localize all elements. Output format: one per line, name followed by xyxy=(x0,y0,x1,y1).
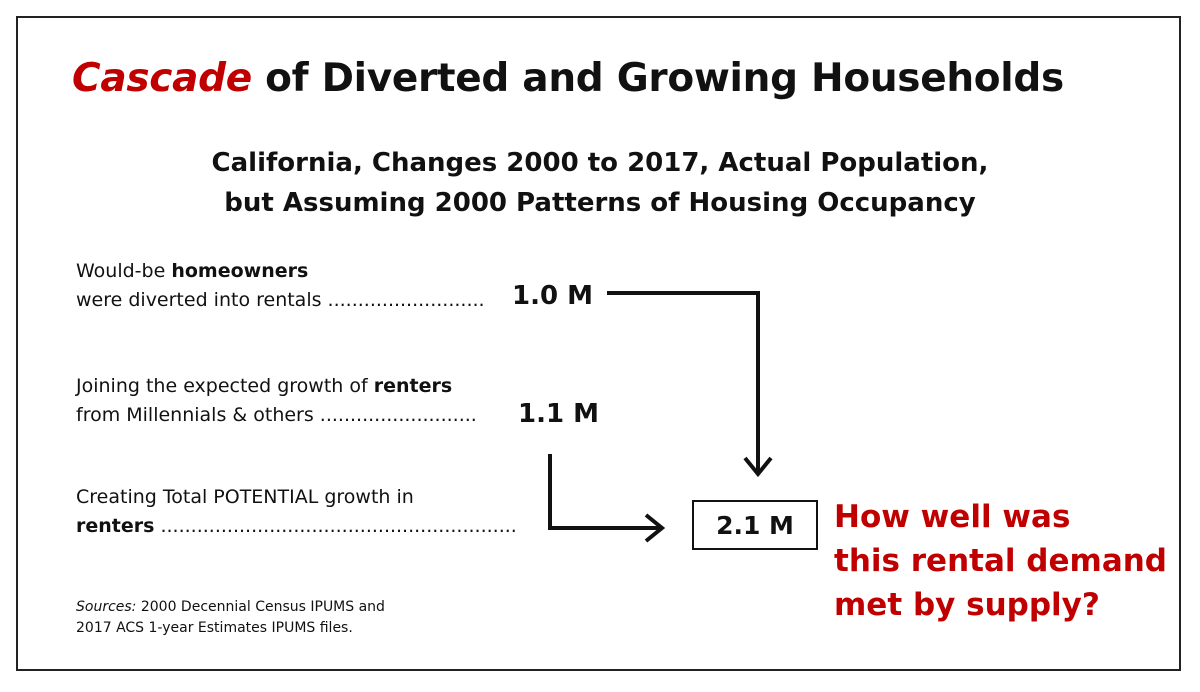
sources-note: Sources: 2000 Decennial Census IPUMS and… xyxy=(76,597,385,639)
value-total-potential: 2.1 M xyxy=(716,511,794,540)
question-line-1: How well was xyxy=(834,495,1164,539)
sources-line2: 2017 ACS 1-year Estimates IPUMS files. xyxy=(76,618,385,639)
arrow-from-homeowners xyxy=(607,293,758,472)
total-value-box: 2.1 M xyxy=(692,500,818,550)
question-line-3: met by supply? xyxy=(834,583,1164,627)
question-line-2: this rental demand xyxy=(834,539,1164,583)
sources-label: Sources: xyxy=(76,599,136,615)
arrow-from-renters xyxy=(550,454,660,528)
supply-question: How well was this rental demand met by s… xyxy=(834,495,1164,627)
sources-line1: 2000 Decennial Census IPUMS and xyxy=(136,599,385,615)
